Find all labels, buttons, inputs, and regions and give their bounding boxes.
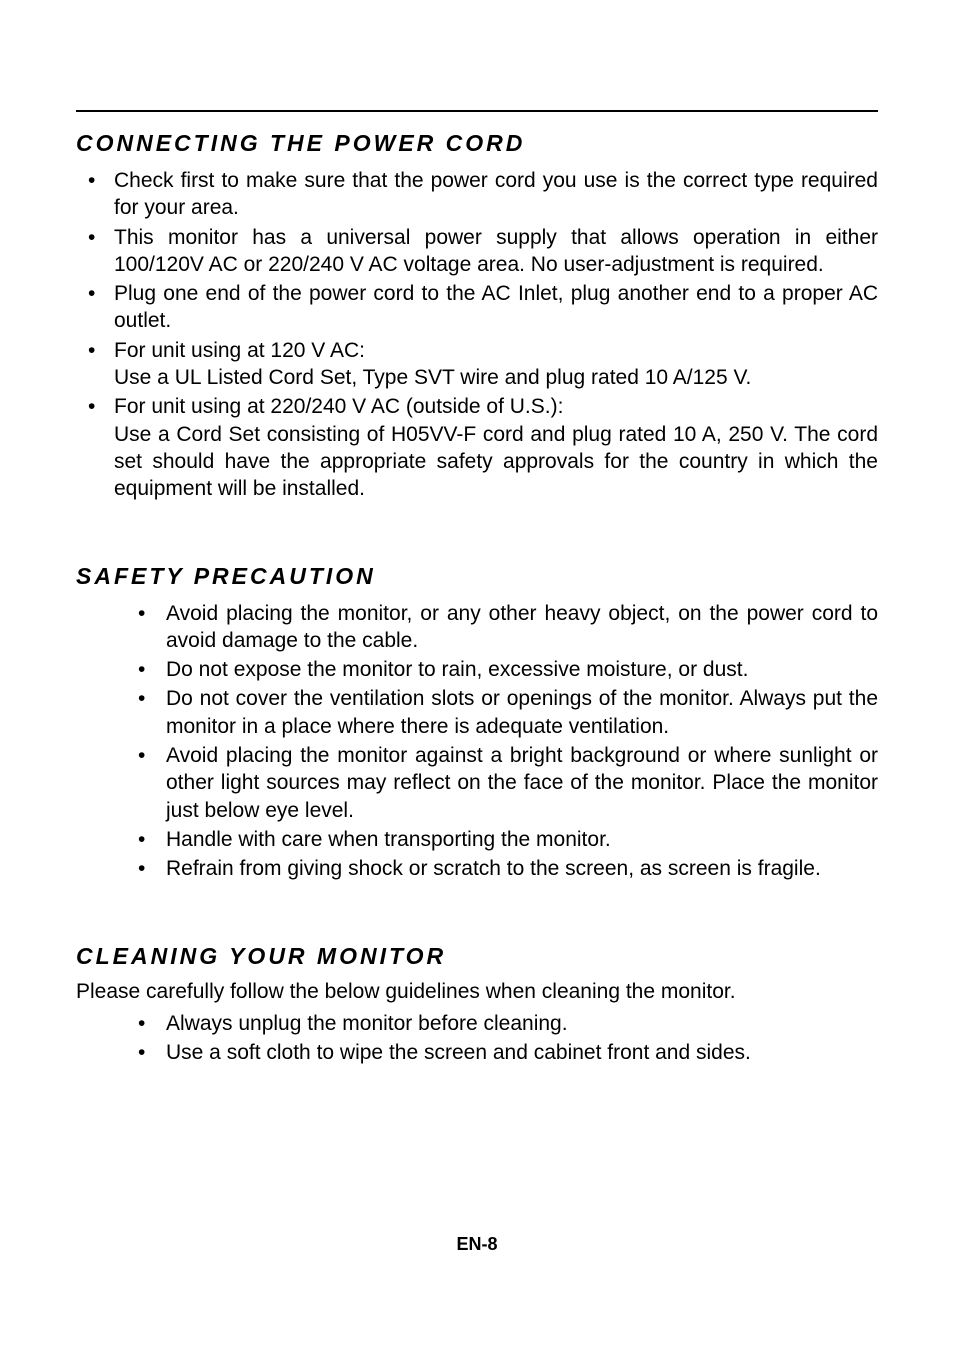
list-item: Plug one end of the power cord to the AC… bbox=[76, 280, 878, 335]
list-item: Avoid placing the monitor against a brig… bbox=[120, 742, 878, 824]
list-item: Do not cover the ventilation slots or op… bbox=[120, 685, 878, 740]
section-connecting-power-cord: CONNECTING THE POWER CORD Check first to… bbox=[76, 130, 878, 503]
bullet-list: Check first to make sure that the power … bbox=[76, 167, 878, 503]
bullet-list: Avoid placing the monitor, or any other … bbox=[76, 600, 878, 883]
list-item: Do not expose the monitor to rain, exces… bbox=[120, 656, 878, 683]
list-item: For unit using at 220/240 V AC (outside … bbox=[76, 393, 878, 502]
section-safety-precaution: SAFETY PRECAUTION Avoid placing the moni… bbox=[76, 563, 878, 883]
list-item: Avoid placing the monitor, or any other … bbox=[120, 600, 878, 655]
section-intro: Please carefully follow the below guidel… bbox=[76, 980, 878, 1004]
list-item: Use a soft cloth to wipe the screen and … bbox=[120, 1039, 878, 1066]
list-item: Handle with care when transporting the m… bbox=[120, 826, 878, 853]
section-heading: CONNECTING THE POWER CORD bbox=[76, 130, 878, 157]
list-item: Always unplug the monitor before cleanin… bbox=[120, 1010, 878, 1037]
section-cleaning-monitor: CLEANING YOUR MONITOR Please carefully f… bbox=[76, 943, 878, 1067]
list-item: For unit using at 120 V AC: Use a UL Lis… bbox=[76, 337, 878, 392]
section-heading: CLEANING YOUR MONITOR bbox=[76, 943, 878, 970]
horizontal-rule bbox=[76, 110, 878, 112]
list-item: Check first to make sure that the power … bbox=[76, 167, 878, 222]
list-item: This monitor has a universal power suppl… bbox=[76, 224, 878, 279]
section-heading: SAFETY PRECAUTION bbox=[76, 563, 878, 590]
list-item: Refrain from giving shock or scratch to … bbox=[120, 855, 878, 882]
bullet-list: Always unplug the monitor before cleanin… bbox=[76, 1010, 878, 1067]
page-number: EN-8 bbox=[0, 1234, 954, 1255]
